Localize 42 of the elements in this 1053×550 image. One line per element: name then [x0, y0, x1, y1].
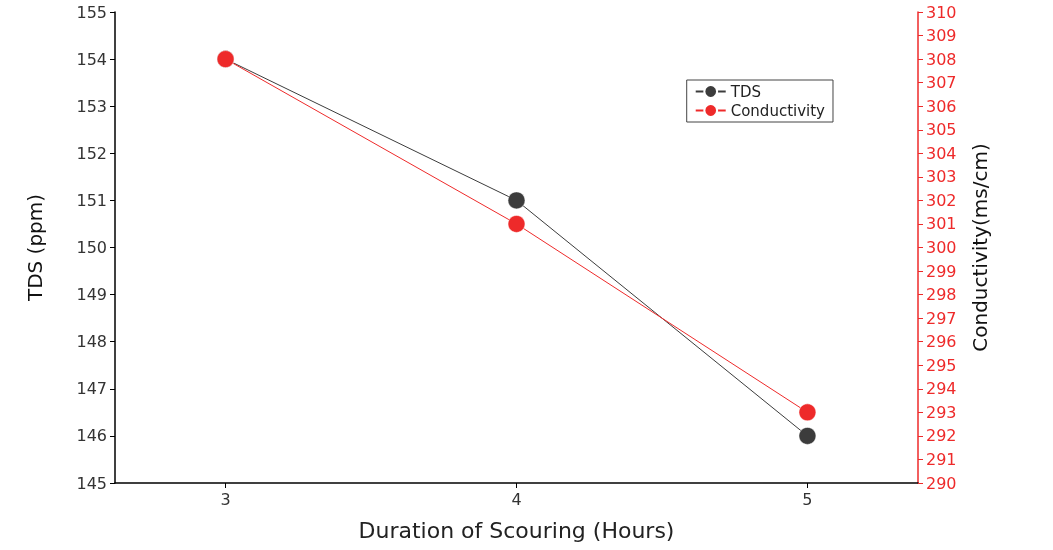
- y2-tick-label: 304: [926, 143, 957, 163]
- x-tick-label: 4: [511, 489, 522, 509]
- y-tick-label: 150: [76, 238, 107, 257]
- y2-tick-label: 298: [926, 285, 957, 305]
- y-tick-label: 151: [76, 190, 107, 210]
- y2-tick-label: 292: [926, 426, 957, 446]
- y-tick-label: 147: [76, 379, 107, 399]
- y-tick-label: 155: [76, 2, 107, 22]
- y2-tick-label: 293: [926, 402, 957, 422]
- y2-tick-label: 309: [926, 26, 957, 46]
- y-tick-label: 149: [76, 285, 107, 305]
- y2-tick-label: 297: [926, 308, 957, 328]
- y2-tick-label: 308: [926, 49, 957, 69]
- y-tick-label: 148: [76, 332, 107, 352]
- point: [507, 215, 526, 233]
- y2-axis-title: Conductivity(ms/cm): [968, 143, 992, 352]
- y-axis-title: TDS (ppm): [23, 193, 47, 303]
- y-tick-label: 153: [76, 96, 107, 116]
- x-tick-label: 5: [802, 489, 813, 509]
- y2-tick-label: 305: [926, 120, 957, 140]
- y2-tick-label: 302: [926, 190, 957, 210]
- x-axis-title: Duration of Scouring (Hours): [358, 517, 675, 543]
- y-tick-label: 145: [76, 473, 107, 493]
- y-tick-label: 146: [76, 426, 107, 446]
- y2-tick-label: 310: [926, 2, 957, 22]
- y2-tick-label: 291: [926, 449, 957, 469]
- y2-tick-label: 294: [926, 379, 957, 399]
- y2-tick-label: 290: [926, 473, 957, 493]
- x-tick-label: 3: [220, 489, 231, 509]
- y2-tick-label: 307: [926, 73, 957, 93]
- y2-tick-label: 295: [926, 355, 957, 375]
- y-tick-label: 152: [76, 143, 107, 163]
- y2-tick-label: 300: [926, 238, 957, 257]
- y2-tick-label: 299: [926, 261, 957, 281]
- y-tick-label: 154: [76, 49, 107, 69]
- point: [798, 403, 817, 422]
- y2-tick-label: 306: [926, 96, 957, 116]
- y2-tick-label: 303: [926, 167, 957, 187]
- y2-tick-label: 301: [926, 214, 957, 234]
- legend-label: Conductivity: [730, 101, 826, 120]
- y2-tick-label: 296: [926, 332, 957, 352]
- legend-label: TDS: [729, 82, 761, 101]
